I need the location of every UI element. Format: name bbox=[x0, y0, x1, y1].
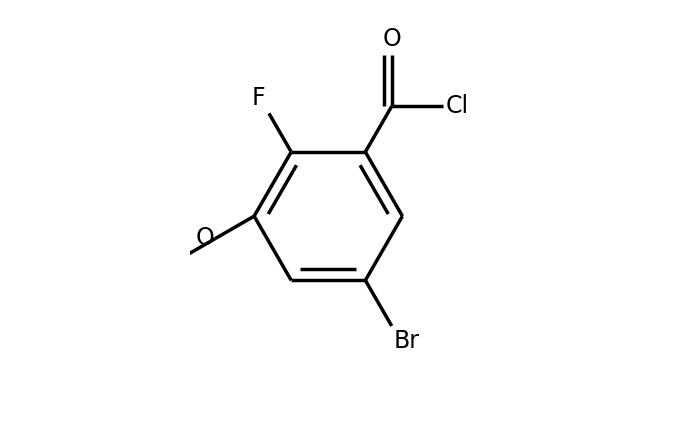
Text: O: O bbox=[195, 226, 214, 250]
Text: Cl: Cl bbox=[446, 94, 468, 118]
Text: O: O bbox=[383, 27, 401, 51]
Text: F: F bbox=[252, 86, 266, 110]
Text: Br: Br bbox=[393, 329, 419, 354]
